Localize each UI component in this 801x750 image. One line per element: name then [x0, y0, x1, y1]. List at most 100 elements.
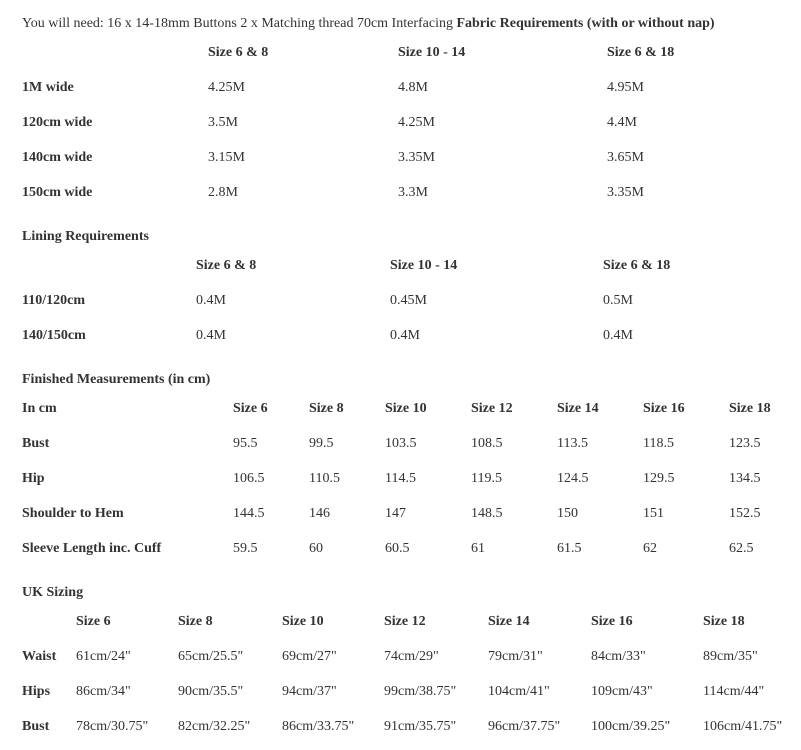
cell: 134.5	[729, 471, 761, 486]
column-header: Size 16	[643, 401, 685, 416]
column-header: Size 10 - 14	[390, 258, 458, 273]
section-title: Lining Requirements	[22, 229, 149, 244]
column-header: Size 12	[471, 401, 513, 416]
column-header: Size 6 & 18	[607, 45, 675, 60]
row-label: 150cm wide	[22, 185, 93, 200]
cell: 62	[643, 541, 657, 556]
column-header: Size 12	[384, 614, 426, 629]
cell: 124.5	[557, 471, 589, 486]
column-header: Size 6 & 8	[208, 45, 269, 60]
cell: 100cm/39.25"	[591, 719, 671, 734]
column-header: Size 18	[729, 401, 771, 416]
cell: 0.4M	[390, 328, 420, 343]
cell: 2.8M	[208, 185, 238, 200]
column-header: Size 8	[309, 401, 344, 416]
intro: You will need: 16 x 14-18mm Buttons 2 x …	[22, 15, 715, 33]
row-label: Hip	[22, 471, 45, 486]
column-header: Size 14	[488, 614, 530, 629]
cell: 151	[643, 506, 664, 521]
cell: 74cm/29"	[384, 649, 439, 664]
cell: 118.5	[643, 436, 674, 451]
cell: 61.5	[557, 541, 582, 556]
cell: 108.5	[471, 436, 503, 451]
cell: 61cm/24"	[76, 649, 131, 664]
column-header: Size 10	[385, 401, 427, 416]
cell: 86cm/34"	[76, 684, 131, 699]
cell: 106.5	[233, 471, 265, 486]
cell: 103.5	[385, 436, 417, 451]
cell: 4.8M	[398, 80, 428, 95]
cell: 90cm/35.5"	[178, 684, 244, 699]
cell: 0.4M	[196, 293, 226, 308]
cell: 3.15M	[208, 150, 245, 165]
cell: 109cm/43"	[591, 684, 653, 699]
cell: 65cm/25.5"	[178, 649, 244, 664]
cell: 94cm/37"	[282, 684, 337, 699]
cell: 110.5	[309, 471, 340, 486]
column-header: Size 8	[178, 614, 213, 629]
cell: 3.35M	[607, 185, 644, 200]
cell: 119.5	[471, 471, 502, 486]
cell: 79cm/31"	[488, 649, 543, 664]
row-label: Waist	[22, 649, 57, 664]
cell: 0.5M	[603, 293, 633, 308]
cell: 86cm/33.75"	[282, 719, 355, 734]
row-label: 110/120cm	[22, 293, 85, 308]
column-header: Size 10	[282, 614, 324, 629]
row-label: 140cm wide	[22, 150, 93, 165]
cell: 4.4M	[607, 115, 637, 130]
cell: 152.5	[729, 506, 761, 521]
corner-header: In cm	[22, 401, 57, 416]
cell: 114.5	[385, 471, 416, 486]
cell: 4.25M	[208, 80, 245, 95]
cell: 3.65M	[607, 150, 644, 165]
cell: 123.5	[729, 436, 761, 451]
row-label: Sleeve Length inc. Cuff	[22, 541, 162, 556]
column-header: Size 6	[76, 614, 111, 629]
column-header: Size 10 - 14	[398, 45, 466, 60]
intro-heading: Fabric Requirements (with or without nap…	[456, 16, 715, 31]
cell: 104cm/41"	[488, 684, 550, 699]
cell: 89cm/35"	[703, 649, 758, 664]
cell: 78cm/30.75"	[76, 719, 149, 734]
cell: 61	[471, 541, 485, 556]
cell: 3.3M	[398, 185, 428, 200]
cell: 0.4M	[603, 328, 633, 343]
row-label: 1M wide	[22, 80, 74, 95]
cell: 84cm/33"	[591, 649, 646, 664]
cell: 59.5	[233, 541, 258, 556]
row-label: 140/150cm	[22, 328, 86, 343]
cell: 96cm/37.75"	[488, 719, 561, 734]
cell: 4.25M	[398, 115, 435, 130]
cell: 69cm/27"	[282, 649, 337, 664]
section-title: Finished Measurements (in cm)	[22, 372, 211, 387]
cell: 147	[385, 506, 406, 521]
cell: 146	[309, 506, 330, 521]
section-title: UK Sizing	[22, 585, 84, 600]
cell: 148.5	[471, 506, 503, 521]
row-label: Hips	[22, 684, 51, 699]
column-header: Size 6 & 8	[196, 258, 257, 273]
cell: 129.5	[643, 471, 675, 486]
row-label: Bust	[22, 436, 50, 451]
cell: 91cm/35.75"	[384, 719, 457, 734]
column-header: Size 14	[557, 401, 599, 416]
cell: 99cm/38.75"	[384, 684, 457, 699]
column-header: Size 18	[703, 614, 745, 629]
column-header: Size 6 & 18	[603, 258, 671, 273]
cell: 3.35M	[398, 150, 435, 165]
cell: 4.95M	[607, 80, 644, 95]
cell: 62.5	[729, 541, 754, 556]
cell: 0.4M	[196, 328, 226, 343]
cell: 82cm/32.25"	[178, 719, 251, 734]
cell: 3.5M	[208, 115, 238, 130]
cell: 60	[309, 541, 323, 556]
cell: 144.5	[233, 506, 265, 521]
column-header: Size 16	[591, 614, 633, 629]
row-label: 120cm wide	[22, 115, 93, 130]
cell: 0.45M	[390, 293, 427, 308]
cell: 106cm/41.75"	[703, 719, 783, 734]
row-label: Shoulder to Hem	[22, 506, 124, 521]
row-label: Bust	[22, 719, 50, 734]
